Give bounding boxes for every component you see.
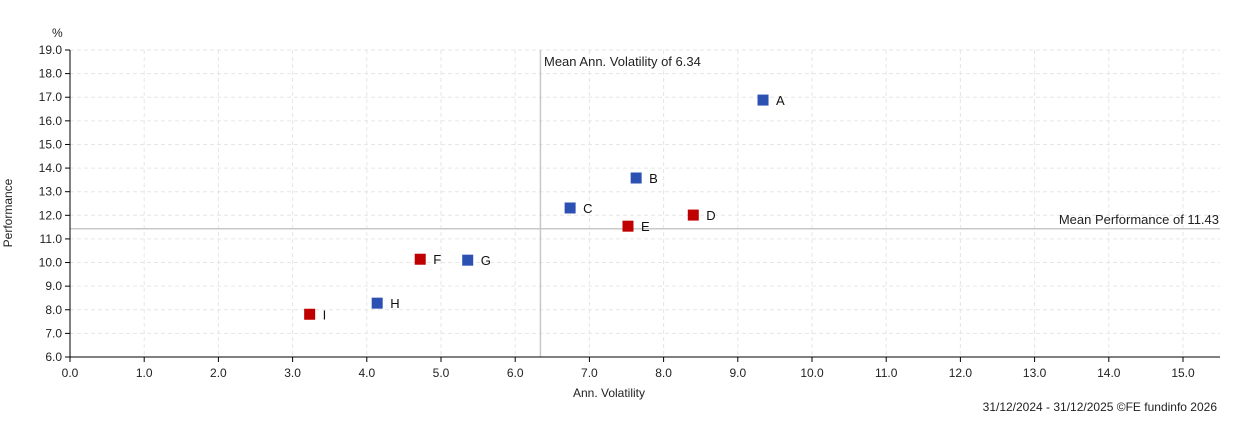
point-marker-c <box>564 202 576 214</box>
x-tick-label: 14.0 <box>1097 366 1121 380</box>
point-label-h: H <box>390 296 399 311</box>
point-label-d: D <box>706 208 715 223</box>
y-tick-label: 14.0 <box>39 161 63 175</box>
y-axis-title: Performance <box>1 178 15 247</box>
x-tick-label: 3.0 <box>284 366 301 380</box>
y-tick-label: 16.0 <box>39 114 63 128</box>
mean-lines <box>70 50 1220 357</box>
grid <box>70 49 1220 357</box>
point-label-i: I <box>323 307 327 322</box>
x-tick-label: 15.0 <box>1171 366 1195 380</box>
point-marker-e <box>622 220 634 232</box>
point-marker-f <box>414 253 426 265</box>
point-marker-a <box>757 94 769 106</box>
point-marker-d <box>687 209 699 221</box>
y-tick-label: 19.0 <box>39 43 63 57</box>
point-label-b: B <box>649 171 658 186</box>
y-tick-label: 15.0 <box>39 137 63 151</box>
x-tick-label: 6.0 <box>507 366 524 380</box>
x-tick-label: 1.0 <box>136 366 153 380</box>
point-label-f: F <box>433 252 441 267</box>
x-tick-label: 11.0 <box>875 366 898 380</box>
x-tick-label: 7.0 <box>581 366 598 380</box>
y-tick-label: 11.0 <box>40 232 63 246</box>
x-axis-title: Ann. Volatility <box>573 386 645 400</box>
footer-copyright: 31/12/2024 - 31/12/2025 ©FE fundinfo 202… <box>982 400 1217 414</box>
points: A B C D E F G H I <box>304 93 785 322</box>
y-tick-label: 13.0 <box>39 185 63 199</box>
x-tick-label: 4.0 <box>358 366 375 380</box>
point-label-a: A <box>776 93 785 108</box>
y-unit-label: % <box>52 26 63 40</box>
x-tick-label: 10.0 <box>800 366 824 380</box>
x-tick-label: 8.0 <box>655 366 672 380</box>
y-tick-label: 7.0 <box>45 326 62 340</box>
y-tick-label: 18.0 <box>39 67 63 81</box>
y-tick-label: 8.0 <box>45 303 62 317</box>
y-tick-label: 9.0 <box>45 279 62 293</box>
ticks: 6.0 7.0 8.0 9.0 10.0 11.0 12.0 13.0 14.0 15.0 16.0… <box>39 43 1195 380</box>
y-tick-label: 17.0 <box>39 90 63 104</box>
x-tick-label: 12.0 <box>949 366 973 380</box>
point-label-e: E <box>641 219 650 234</box>
x-tick-label: 2.0 <box>210 366 227 380</box>
x-tick-label: 5.0 <box>433 366 450 380</box>
y-tick-label: 10.0 <box>39 256 63 270</box>
x-tick-label: 0.0 <box>62 366 79 380</box>
axes <box>69 50 1220 358</box>
point-marker-h <box>371 297 383 309</box>
y-tick-label: 12.0 <box>39 208 63 222</box>
mean-volatility-annotation: Mean Ann. Volatility of 6.34 <box>544 54 701 69</box>
point-marker-b <box>630 172 642 184</box>
x-tick-label: 9.0 <box>729 366 746 380</box>
y-tick-label: 6.0 <box>45 350 62 364</box>
point-label-g: G <box>481 253 491 268</box>
point-marker-i <box>304 308 316 320</box>
point-label-c: C <box>583 201 592 216</box>
point-marker-g <box>462 254 474 266</box>
mean-performance-annotation: Mean Performance of 11.43 <box>1059 212 1219 227</box>
x-tick-label: 13.0 <box>1023 366 1047 380</box>
